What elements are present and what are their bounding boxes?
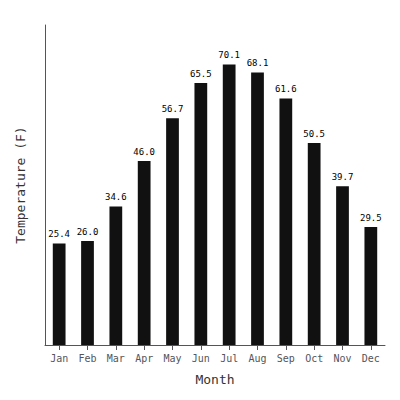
svg-text:Temperature (F): Temperature (F) xyxy=(13,126,28,243)
svg-text:26.0: 26.0 xyxy=(77,227,99,237)
svg-text:Month: Month xyxy=(195,372,234,387)
svg-text:Jan: Jan xyxy=(50,353,68,364)
svg-text:May: May xyxy=(163,353,181,364)
svg-text:70.1: 70.1 xyxy=(218,50,240,60)
svg-text:39.7: 39.7 xyxy=(332,172,354,182)
svg-text:46.0: 46.0 xyxy=(133,147,155,157)
svg-text:Jul: Jul xyxy=(220,353,238,364)
svg-text:65.5: 65.5 xyxy=(190,69,212,79)
svg-text:Mar: Mar xyxy=(107,353,125,364)
svg-text:61.6: 61.6 xyxy=(275,84,297,94)
svg-text:56.7: 56.7 xyxy=(162,104,184,114)
svg-text:Jun: Jun xyxy=(192,353,210,364)
svg-text:25.4: 25.4 xyxy=(48,229,70,239)
svg-text:Nov: Nov xyxy=(333,353,351,364)
svg-text:Dec: Dec xyxy=(362,353,380,364)
svg-text:Apr: Apr xyxy=(135,353,153,364)
svg-text:50.5: 50.5 xyxy=(303,129,325,139)
svg-text:Feb: Feb xyxy=(78,353,96,364)
svg-text:Aug: Aug xyxy=(248,353,266,364)
svg-text:29.5: 29.5 xyxy=(360,213,382,223)
svg-text:34.6: 34.6 xyxy=(105,192,127,202)
svg-text:Oct: Oct xyxy=(305,353,323,364)
svg-text:68.1: 68.1 xyxy=(247,58,269,68)
svg-text:Sep: Sep xyxy=(277,353,295,364)
